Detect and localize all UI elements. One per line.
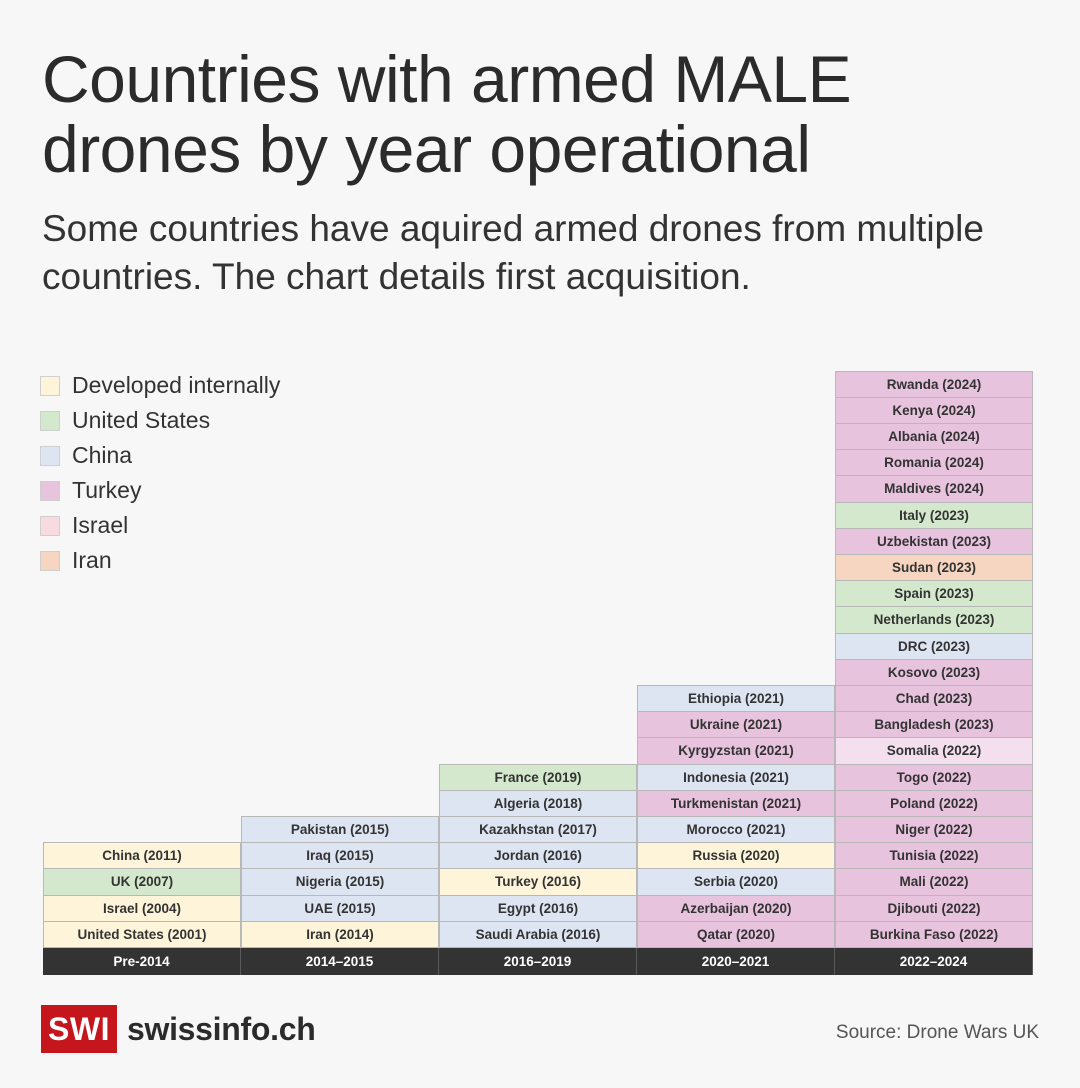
legend-label: Turkey bbox=[72, 477, 142, 503]
country-cell: Spain (2023) bbox=[835, 580, 1033, 608]
country-cell: Italy (2023) bbox=[835, 501, 1033, 529]
country-cell: Sudan (2023) bbox=[835, 554, 1033, 582]
country-cell: Ukraine (2021) bbox=[637, 711, 835, 739]
legend-label: United States bbox=[72, 407, 211, 433]
legend-label: Developed internally bbox=[72, 372, 281, 398]
country-cell: Rwanda (2024) bbox=[835, 370, 1033, 398]
country-cell: UK (2007) bbox=[43, 868, 241, 896]
swissinfo-logo[interactable]: SWI swissinfo.ch bbox=[41, 1005, 316, 1053]
country-cell: Morocco (2021) bbox=[637, 816, 835, 844]
country-cell: Pakistan (2015) bbox=[241, 816, 439, 844]
country-cell: Albania (2024) bbox=[835, 423, 1033, 451]
country-cell: Niger (2022) bbox=[835, 816, 1033, 844]
country-cell: Azerbaijan (2020) bbox=[637, 894, 835, 922]
country-cell: Maldives (2024) bbox=[835, 475, 1033, 503]
country-cell: Israel (2004) bbox=[43, 894, 241, 922]
country-cell: Iraq (2015) bbox=[241, 842, 439, 870]
site-name: swissinfo.ch bbox=[127, 1010, 316, 1047]
legend-item: United States bbox=[40, 403, 280, 438]
country-cell: Somalia (2022) bbox=[835, 737, 1033, 765]
country-cell: United States (2001) bbox=[43, 920, 241, 948]
country-cell: China (2011) bbox=[43, 842, 241, 870]
country-cell: Kazakhstan (2017) bbox=[439, 816, 637, 844]
country-cell: Chad (2023) bbox=[835, 685, 1033, 713]
country-cell: Kenya (2024) bbox=[835, 396, 1033, 424]
country-cell: Turkmenistan (2021) bbox=[637, 789, 835, 817]
column-label: 2020–2021 bbox=[637, 947, 835, 975]
country-cell: Togo (2022) bbox=[835, 763, 1033, 791]
column-label: 2014–2015 bbox=[241, 947, 439, 975]
legend-item: Turkey bbox=[40, 473, 280, 508]
country-cell: Algeria (2018) bbox=[439, 789, 637, 817]
country-cell: Indonesia (2021) bbox=[637, 763, 835, 791]
country-cell: Poland (2022) bbox=[835, 789, 1033, 817]
legend-item: China bbox=[40, 438, 280, 473]
country-cell: Kosovo (2023) bbox=[835, 658, 1033, 686]
country-cell: Kyrgyzstan (2021) bbox=[637, 737, 835, 765]
country-cell: Turkey (2016) bbox=[439, 868, 637, 896]
legend-item: Iran bbox=[40, 543, 280, 578]
country-cell: UAE (2015) bbox=[241, 894, 439, 922]
country-cell: Saudi Arabia (2016) bbox=[439, 920, 637, 948]
country-cell: DRC (2023) bbox=[835, 632, 1033, 660]
country-cell: Serbia (2020) bbox=[637, 868, 835, 896]
legend-label: China bbox=[72, 442, 133, 468]
legend-swatch bbox=[40, 375, 60, 396]
column-label: 2022–2024 bbox=[835, 947, 1033, 975]
country-cell: Uzbekistan (2023) bbox=[835, 527, 1033, 555]
country-cell: Netherlands (2023) bbox=[835, 606, 1033, 634]
country-cell: Tunisia (2022) bbox=[835, 842, 1033, 870]
legend-label: Iran bbox=[72, 547, 112, 573]
legend-swatch bbox=[40, 445, 60, 466]
country-cell: Bangladesh (2023) bbox=[835, 711, 1033, 739]
legend-swatch bbox=[40, 410, 60, 431]
chart-title: Countries with armed MALE drones by year… bbox=[42, 42, 852, 186]
country-cell: Mali (2022) bbox=[835, 868, 1033, 896]
country-cell: Ethiopia (2021) bbox=[637, 685, 835, 713]
country-cell: Qatar (2020) bbox=[637, 920, 835, 948]
country-cell: Egypt (2016) bbox=[439, 894, 637, 922]
legend-item: Israel bbox=[40, 508, 280, 543]
country-cell: Burkina Faso (2022) bbox=[835, 920, 1033, 948]
legend-item: Developed internally bbox=[40, 368, 280, 403]
country-cell: Nigeria (2015) bbox=[241, 868, 439, 896]
legend-swatch bbox=[40, 515, 60, 536]
legend-swatch bbox=[40, 480, 60, 501]
country-cell: Russia (2020) bbox=[637, 842, 835, 870]
country-cell: France (2019) bbox=[439, 763, 637, 791]
country-cell: Romania (2024) bbox=[835, 449, 1033, 477]
legend-label: Israel bbox=[72, 512, 129, 538]
legend: Developed internally United States China Tu… bbox=[40, 368, 280, 578]
column-label: 2016–2019 bbox=[439, 947, 637, 975]
column-label: Pre-2014 bbox=[43, 947, 241, 975]
swi-logo-mark: SWI bbox=[41, 1005, 117, 1053]
chart-subtitle: Some countries have aquired armed drones… bbox=[42, 208, 984, 297]
country-cell: Jordan (2016) bbox=[439, 842, 637, 870]
country-cell: Iran (2014) bbox=[241, 920, 439, 948]
source-note: Source: Drone Wars UK bbox=[835, 1022, 1039, 1043]
country-cell: Djibouti (2022) bbox=[835, 894, 1033, 922]
legend-swatch bbox=[40, 550, 60, 571]
